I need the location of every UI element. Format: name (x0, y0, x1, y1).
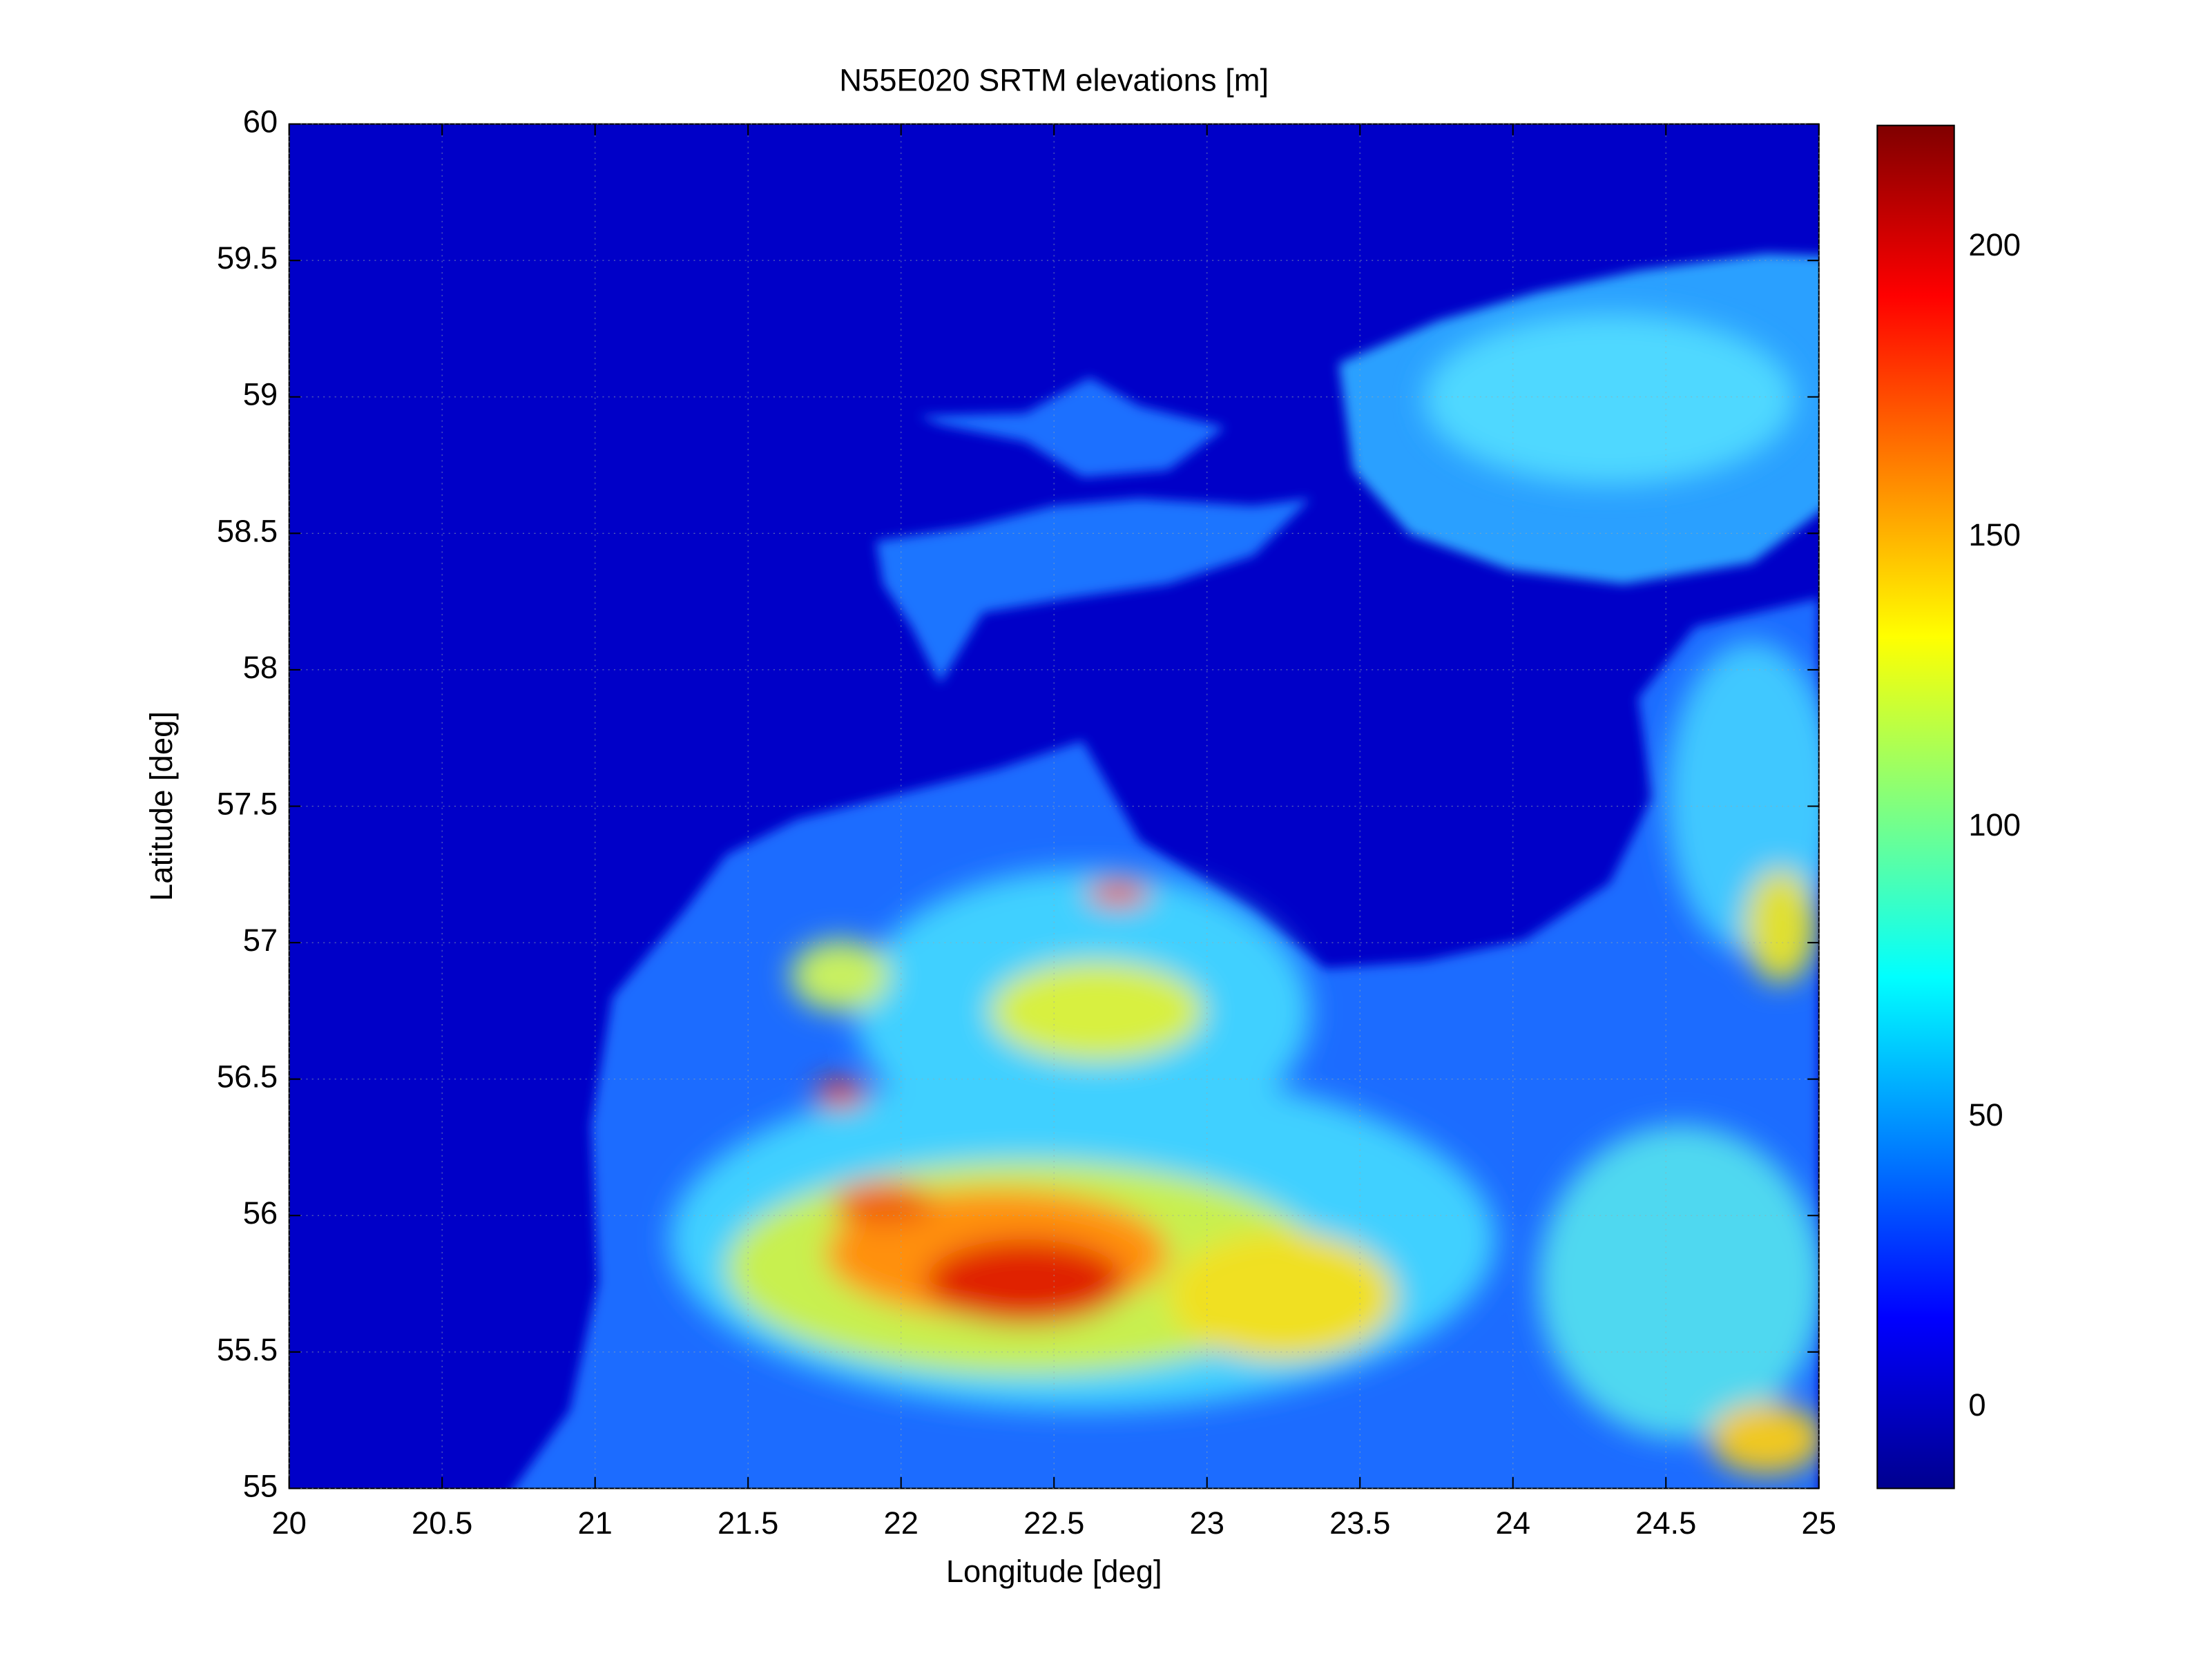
colorbar-tick-label: 150 (1968, 517, 2021, 552)
elevation-shading (669, 313, 1819, 1474)
y-tick-label: 60 (243, 104, 278, 139)
colorbar-tick-label: 100 (1968, 807, 2021, 842)
y-tick-label: 56 (243, 1195, 278, 1231)
x-tick-label: 25 (1802, 1505, 1836, 1541)
x-axis-label: Longitude [deg] (946, 1554, 1162, 1589)
x-tick-label: 21.5 (718, 1505, 778, 1541)
y-axis-label: Latitude [deg] (144, 711, 179, 901)
colorbar-tick-label: 0 (1968, 1387, 1985, 1423)
y-tick-label: 57 (243, 923, 278, 958)
y-tick-label: 58.5 (217, 513, 278, 548)
colorbar (1876, 124, 1955, 1490)
y-tick-label: 57.5 (217, 786, 278, 821)
y-tick-label: 58 (243, 650, 278, 685)
y-tick-label: 56.5 (217, 1059, 278, 1095)
chart-title: N55E020 SRTM elevations [m] (839, 63, 1269, 98)
x-tick-label: 23 (1189, 1505, 1224, 1541)
y-tick-label: 59 (243, 377, 278, 412)
y-tick-label: 55.5 (217, 1332, 278, 1367)
x-tick-label: 22.5 (1023, 1505, 1084, 1541)
y-tick-label: 59.5 (217, 240, 278, 276)
colorbar-tick-label: 200 (1968, 227, 2021, 262)
x-tick-label: 24 (1496, 1505, 1530, 1541)
x-tick-label: 22 (883, 1505, 918, 1541)
x-tick-label: 20.5 (412, 1505, 472, 1541)
x-tick-label: 20 (271, 1505, 306, 1541)
axes: 20 20.5 21 21.5 22 22.5 23 23.5 24 24.5 25 55 55.5 56… (217, 104, 2021, 1541)
colorbar-tick-label: 50 (1968, 1097, 2003, 1132)
elevation-map (289, 124, 1819, 1489)
x-tick-label: 24.5 (1635, 1505, 1696, 1541)
x-tick-label: 21 (577, 1505, 612, 1541)
x-tick-label: 23.5 (1329, 1505, 1390, 1541)
y-tick-label: 55 (243, 1468, 278, 1503)
